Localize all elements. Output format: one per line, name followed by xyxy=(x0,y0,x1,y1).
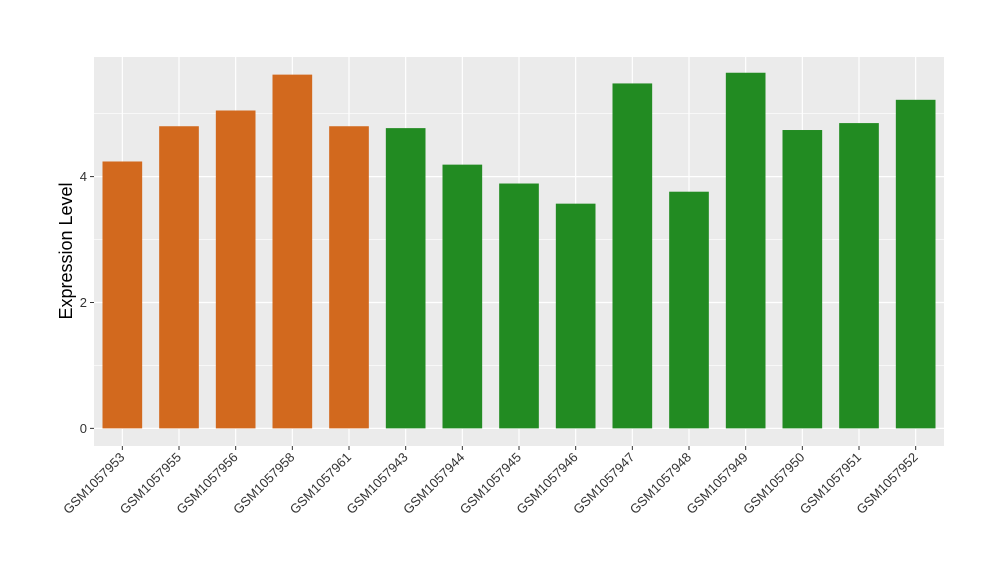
y-tick-label: 0 xyxy=(80,421,87,436)
bar-GSM1057950 xyxy=(782,130,823,429)
bar-GSM1057947 xyxy=(612,83,653,429)
bar-GSM1057955 xyxy=(159,126,199,429)
bars xyxy=(102,72,936,429)
bar-GSM1057944 xyxy=(442,164,483,429)
y-axis-title: Expression Level xyxy=(56,182,76,319)
y-tick-label: 2 xyxy=(80,295,87,310)
bar-GSM1057945 xyxy=(499,183,539,429)
bar-GSM1057946 xyxy=(555,203,596,429)
bar-GSM1057958 xyxy=(272,74,313,429)
bar-GSM1057951 xyxy=(839,123,879,429)
bar-GSM1057952 xyxy=(895,99,936,429)
bar-GSM1057956 xyxy=(215,110,256,429)
y-tick-label: 4 xyxy=(80,169,87,184)
bar-GSM1057949 xyxy=(725,72,766,429)
bar-GSM1057943 xyxy=(385,128,426,429)
bar-GSM1057953 xyxy=(102,161,143,429)
bar-GSM1057961 xyxy=(329,126,369,429)
bar-GSM1057948 xyxy=(669,191,709,429)
